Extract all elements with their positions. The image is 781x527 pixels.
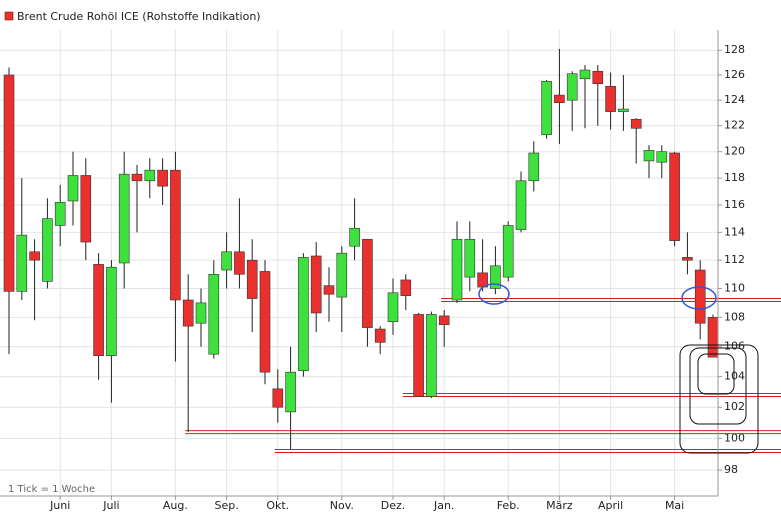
candle-body: [528, 152, 540, 182]
candle-body: [579, 69, 591, 80]
candle-body: [298, 257, 309, 371]
candle-body: [541, 80, 552, 136]
candle-body: [259, 271, 271, 373]
candle-body: [157, 169, 168, 187]
candle-body: [643, 150, 655, 162]
highlight-ellipse: [681, 286, 717, 310]
candle-body: [605, 85, 616, 112]
candle-body: [362, 238, 373, 328]
candle-body: [106, 266, 117, 356]
candle-body: [272, 388, 284, 408]
x-tick-label: Okt.: [266, 499, 289, 512]
x-tick-label: Nov.: [330, 499, 354, 512]
candle-body: [400, 279, 412, 296]
candle-body: [170, 169, 181, 301]
y-tick-label: 114: [724, 225, 745, 238]
x-tick-label: März: [546, 499, 573, 512]
candle-body: [566, 73, 578, 101]
candle-body: [336, 252, 348, 298]
annotations: [478, 283, 759, 454]
candle-body: [285, 371, 296, 413]
x-tick-label: Dez.: [381, 499, 406, 512]
candle-body: [502, 225, 514, 278]
x-tick-label: Juli: [102, 499, 119, 512]
candle-body: [310, 255, 322, 314]
y-tick-label: 128: [724, 43, 745, 56]
candle-body: [669, 152, 680, 241]
x-tick-label: Sep.: [214, 499, 238, 512]
candle-body: [630, 118, 642, 129]
target-box: [689, 347, 747, 425]
candle-body: [93, 264, 104, 356]
candle-body: [387, 292, 399, 323]
candle-body: [656, 151, 668, 163]
y-tick-label: 126: [724, 68, 745, 81]
candle-body: [694, 269, 706, 324]
y-tick-label: 108: [724, 310, 745, 323]
candle-body: [131, 173, 143, 182]
candle-body: [464, 238, 476, 278]
y-tick-label: 106: [724, 340, 745, 353]
candle-body: [246, 259, 258, 299]
candle-body: [42, 218, 53, 282]
candle-body: [29, 251, 40, 261]
candle-body: [182, 299, 194, 327]
y-tick-label: 112: [724, 253, 745, 266]
candle-body: [490, 265, 501, 289]
candle-body: [374, 328, 386, 343]
highlight-ellipse: [478, 283, 510, 305]
candle-body: [80, 175, 92, 243]
title-marker: [4, 11, 14, 21]
y-tick-label: 124: [724, 93, 745, 106]
y-tick-label: 120: [724, 145, 745, 158]
y-tick-label: 98: [724, 463, 738, 476]
candle-body: [54, 201, 66, 226]
candle-body: [221, 251, 232, 271]
candle-body: [451, 238, 463, 301]
candle-body: [234, 251, 245, 275]
y-tick-label: 102: [724, 400, 745, 413]
candle-body: [3, 74, 15, 292]
target-box: [697, 353, 735, 395]
y-tick-label: 116: [724, 198, 745, 211]
candle-body: [323, 285, 335, 295]
candle-body: [118, 173, 130, 264]
candle-body: [682, 257, 693, 261]
candle-body: [208, 273, 220, 355]
x-tick-label: Juni: [49, 499, 70, 512]
candle-body: [618, 108, 629, 112]
chart-title: Brent Crude Rohöl ICE (Rohstoffe Indikat…: [17, 10, 261, 23]
y-tick-label: 100: [724, 431, 745, 444]
candle-body: [515, 180, 527, 230]
x-tick-label: Jan.: [433, 499, 454, 512]
x-tick-label: Mai: [665, 499, 684, 512]
candle-body: [195, 302, 207, 324]
target-box: [679, 344, 759, 454]
candle-body: [16, 234, 28, 292]
x-tick-label: Aug.: [163, 499, 188, 512]
candle-body: [707, 317, 719, 358]
candle-body: [144, 169, 156, 182]
y-tick-label: 118: [724, 171, 745, 184]
x-tick-label: Feb.: [497, 499, 520, 512]
candle-body: [349, 227, 360, 247]
y-tick-label: 110: [724, 282, 745, 295]
candle-body: [592, 70, 604, 85]
candle-body: [554, 94, 565, 103]
candle-body: [438, 315, 450, 325]
tick-note: 1 Tick = 1 Woche: [8, 484, 95, 495]
candle-body: [413, 314, 424, 397]
x-tick-label: April: [598, 499, 623, 512]
candle-body: [67, 175, 79, 202]
y-tick-label: 122: [724, 119, 745, 132]
candle-body: [426, 314, 437, 397]
